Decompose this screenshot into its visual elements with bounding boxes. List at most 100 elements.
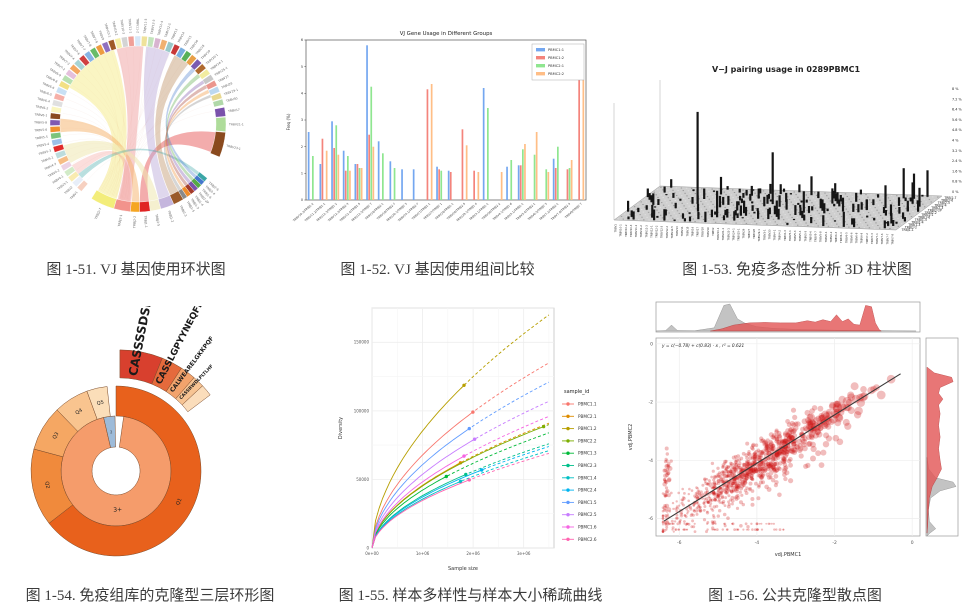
svg-text:PBMC2.2: PBMC2.2 [578, 438, 597, 443]
figure-clonotype-sunburst: 3+ 2 Q1 Q2 Q3 Q4 Q5 CASSSSDSRNIQYF CASSLGPYYNEQF… [4, 306, 268, 578]
svg-text:TRBV4-1: TRBV4-1 [773, 229, 777, 240]
svg-text:TRBV5-4: TRBV5-4 [35, 142, 49, 149]
svg-text:TRBV7-9: TRBV7-9 [89, 30, 99, 44]
svg-text:TRBV23-1: TRBV23-1 [726, 228, 730, 241]
svg-text:TRBV6-6: TRBV6-6 [849, 232, 853, 243]
svg-text:3+: 3+ [113, 506, 122, 513]
svg-text:TRBV5-8: TRBV5-8 [33, 120, 47, 124]
caption-fig-1-55: 图 1-55. 样本多样性与样本大小稀疏曲线 [338, 588, 603, 604]
svg-text:Freq (%): Freq (%) [286, 113, 291, 130]
svg-text:TRBV12-5: TRBV12-5 [163, 23, 172, 39]
svg-text:TRBV4-2: TRBV4-2 [778, 229, 782, 240]
caption-fig-1-54: 图 1-54. 免疫组库的克隆型三层环形图 [25, 588, 275, 604]
svg-text:TRBV25-1: TRBV25-1 [213, 66, 229, 78]
svg-text:5.6 %: 5.6 % [952, 118, 962, 122]
svg-text:TRBV6-9: TRBV6-9 [48, 67, 62, 78]
svg-text:TRBV6-5: TRBV6-5 [844, 232, 848, 243]
svg-text:TRBV11-1: TRBV11-1 [634, 224, 638, 237]
svg-text:TRBV5-5: TRBV5-5 [803, 230, 807, 241]
svg-text:TRBV1: TRBV1 [614, 224, 618, 233]
svg-text:TRBJ1-1: TRBJ1-1 [143, 215, 148, 228]
svg-text:PBMC2.6: PBMC2.6 [578, 537, 597, 542]
svg-text:TRBV24-1: TRBV24-1 [732, 228, 736, 241]
svg-text:150000: 150000 [354, 340, 370, 345]
svg-text:TRBV4-1: TRBV4-1 [51, 174, 65, 185]
svg-text:TRBJ1-2: TRBJ1-2 [904, 225, 917, 229]
svg-text:sample_id: sample_id [564, 389, 589, 395]
svg-text:TRBV12-4: TRBV12-4 [665, 226, 669, 239]
svg-text:TRBV16: TRBV16 [188, 39, 199, 52]
svg-text:TRBV18: TRBV18 [701, 227, 705, 237]
svg-text:TRBV23-1: TRBV23-1 [225, 143, 241, 151]
svg-text:TRBV5-6: TRBV5-6 [33, 128, 47, 133]
svg-text:TRBV6-2: TRBV6-2 [34, 104, 48, 110]
svg-text:TRBV6-8: TRBV6-8 [44, 74, 58, 84]
svg-text:TRBV4-3: TRBV4-3 [783, 230, 787, 241]
svg-text:TRBV13: TRBV13 [675, 226, 679, 236]
grouped-bar-chart-svg: VJ Gene Usage in Different Groups 0 1 2 3 4 5 6… [286, 31, 587, 223]
svg-text:TRBV10-3: TRBV10-3 [119, 18, 125, 34]
svg-text:TRBJ2-2: TRBJ2-2 [132, 216, 136, 229]
svg-text:TRBV6-6: TRBV6-6 [41, 81, 55, 90]
svg-text:TRBV10-3: TRBV10-3 [629, 224, 633, 237]
svg-text:TRBV6-3: TRBV6-3 [834, 231, 838, 242]
svg-text:TRBV29-1: TRBV29-1 [222, 88, 238, 97]
svg-text:TRBJ2-2: TRBJ2-2 [924, 211, 937, 215]
svg-text:PBMC1.3: PBMC1.3 [578, 451, 597, 456]
svg-text:TRBV12-3: TRBV12-3 [660, 225, 664, 238]
svg-text:2.4 %: 2.4 % [952, 159, 962, 163]
svg-text:TRBV5-4: TRBV5-4 [798, 230, 802, 241]
svg-text:TRBV12-3: TRBV12-3 [150, 19, 156, 35]
svg-text:TRBJ2-7: TRBJ2-7 [93, 207, 102, 221]
svg-text:TRBJ1-3: TRBJ1-3 [907, 223, 920, 227]
sunburst-chart-svg: 3+2Q1Q2Q3Q4Q5CASSSSDSRNIQYFCASSLGPYYNEQF… [30, 306, 216, 557]
svg-text:PBMC1:2: PBMC1:2 [548, 56, 564, 60]
svg-text:100000: 100000 [354, 408, 370, 413]
caption-fig-1-56: 图 1-56. 公共克隆型散点图 [708, 588, 882, 604]
svg-text:TRBV21-1: TRBV21-1 [721, 228, 725, 241]
svg-text:2e+06: 2e+06 [466, 551, 480, 556]
svg-text:TRBJ1-3: TRBJ1-3 [189, 197, 200, 210]
svg-text:TRBV28: TRBV28 [752, 229, 756, 239]
svg-text:TRBV5-5: TRBV5-5 [34, 135, 48, 141]
svg-text:TRBV11-3: TRBV11-3 [143, 18, 148, 34]
svg-text:-2: -2 [832, 540, 837, 546]
svg-text:PBMC2.4: PBMC2.4 [578, 488, 597, 493]
svg-text:TRBJ2-2P: TRBJ2-2P [927, 208, 942, 212]
svg-text:TRBV25-1: TRBV25-1 [737, 228, 741, 241]
figure-vj-3d-bar: V−J pairing usage in 0289PBMC1 8 % 7.2 % 6.… [600, 58, 972, 254]
svg-text:PBMC1.2: PBMC1.2 [578, 426, 597, 431]
svg-text:vdj.PBMC1: vdj.PBMC1 [775, 552, 802, 558]
svg-text:TRBV18: TRBV18 [194, 44, 205, 56]
svg-text:4: 4 [301, 92, 303, 96]
svg-text:TRBV5-7: TRBV5-7 [814, 231, 818, 242]
svg-text:TRBV15: TRBV15 [685, 226, 689, 236]
svg-text:TRBV11-1: TRBV11-1 [127, 17, 132, 33]
chart-title: VJ Gene Usage in Different Groups [400, 31, 493, 37]
figure-vj-grouped-bar: VJ Gene Usage in Different Groups 0 1 2 3 4 5 6… [282, 24, 594, 254]
svg-text:TRBV4-3: TRBV4-3 [43, 162, 57, 172]
svg-text:2: 2 [301, 145, 303, 149]
svg-text:TRBV7-7: TRBV7-7 [885, 233, 889, 244]
svg-text:TRBJ1-1: TRBJ1-1 [901, 228, 914, 232]
svg-text:PBMC2:1: PBMC2:1 [548, 64, 564, 68]
svg-text:3: 3 [301, 118, 303, 122]
svg-text:0: 0 [650, 341, 653, 347]
svg-text:Q5: Q5 [96, 400, 104, 407]
svg-text:TRBV7-8: TRBV7-8 [890, 233, 894, 244]
svg-text:TRBV7-8: TRBV7-8 [82, 33, 93, 47]
svg-text:TRBV10-1: TRBV10-1 [619, 224, 623, 237]
svg-text:TRBV7-2: TRBV7-2 [52, 60, 66, 71]
svg-text:TRBJ2-4: TRBJ2-4 [204, 184, 216, 196]
svg-text:TRBV26: TRBV26 [742, 228, 746, 238]
svg-text:TRBV7-7: TRBV7-7 [75, 38, 86, 52]
svg-text:PBMC2.5: PBMC2.5 [578, 512, 597, 517]
svg-text:TRBV10-2: TRBV10-2 [111, 20, 119, 36]
svg-text:0.8 %: 0.8 % [952, 180, 962, 184]
svg-text:TRBJ2-1: TRBJ2-1 [920, 213, 933, 217]
svg-text:TRBJ1-6: TRBJ1-6 [917, 216, 930, 220]
svg-text:Q3: Q3 [52, 431, 61, 440]
svg-text:-4: -4 [649, 458, 654, 464]
svg-text:TRBV13: TRBV13 [170, 28, 179, 41]
svg-text:PBMC2.1: PBMC2.1 [578, 414, 597, 419]
